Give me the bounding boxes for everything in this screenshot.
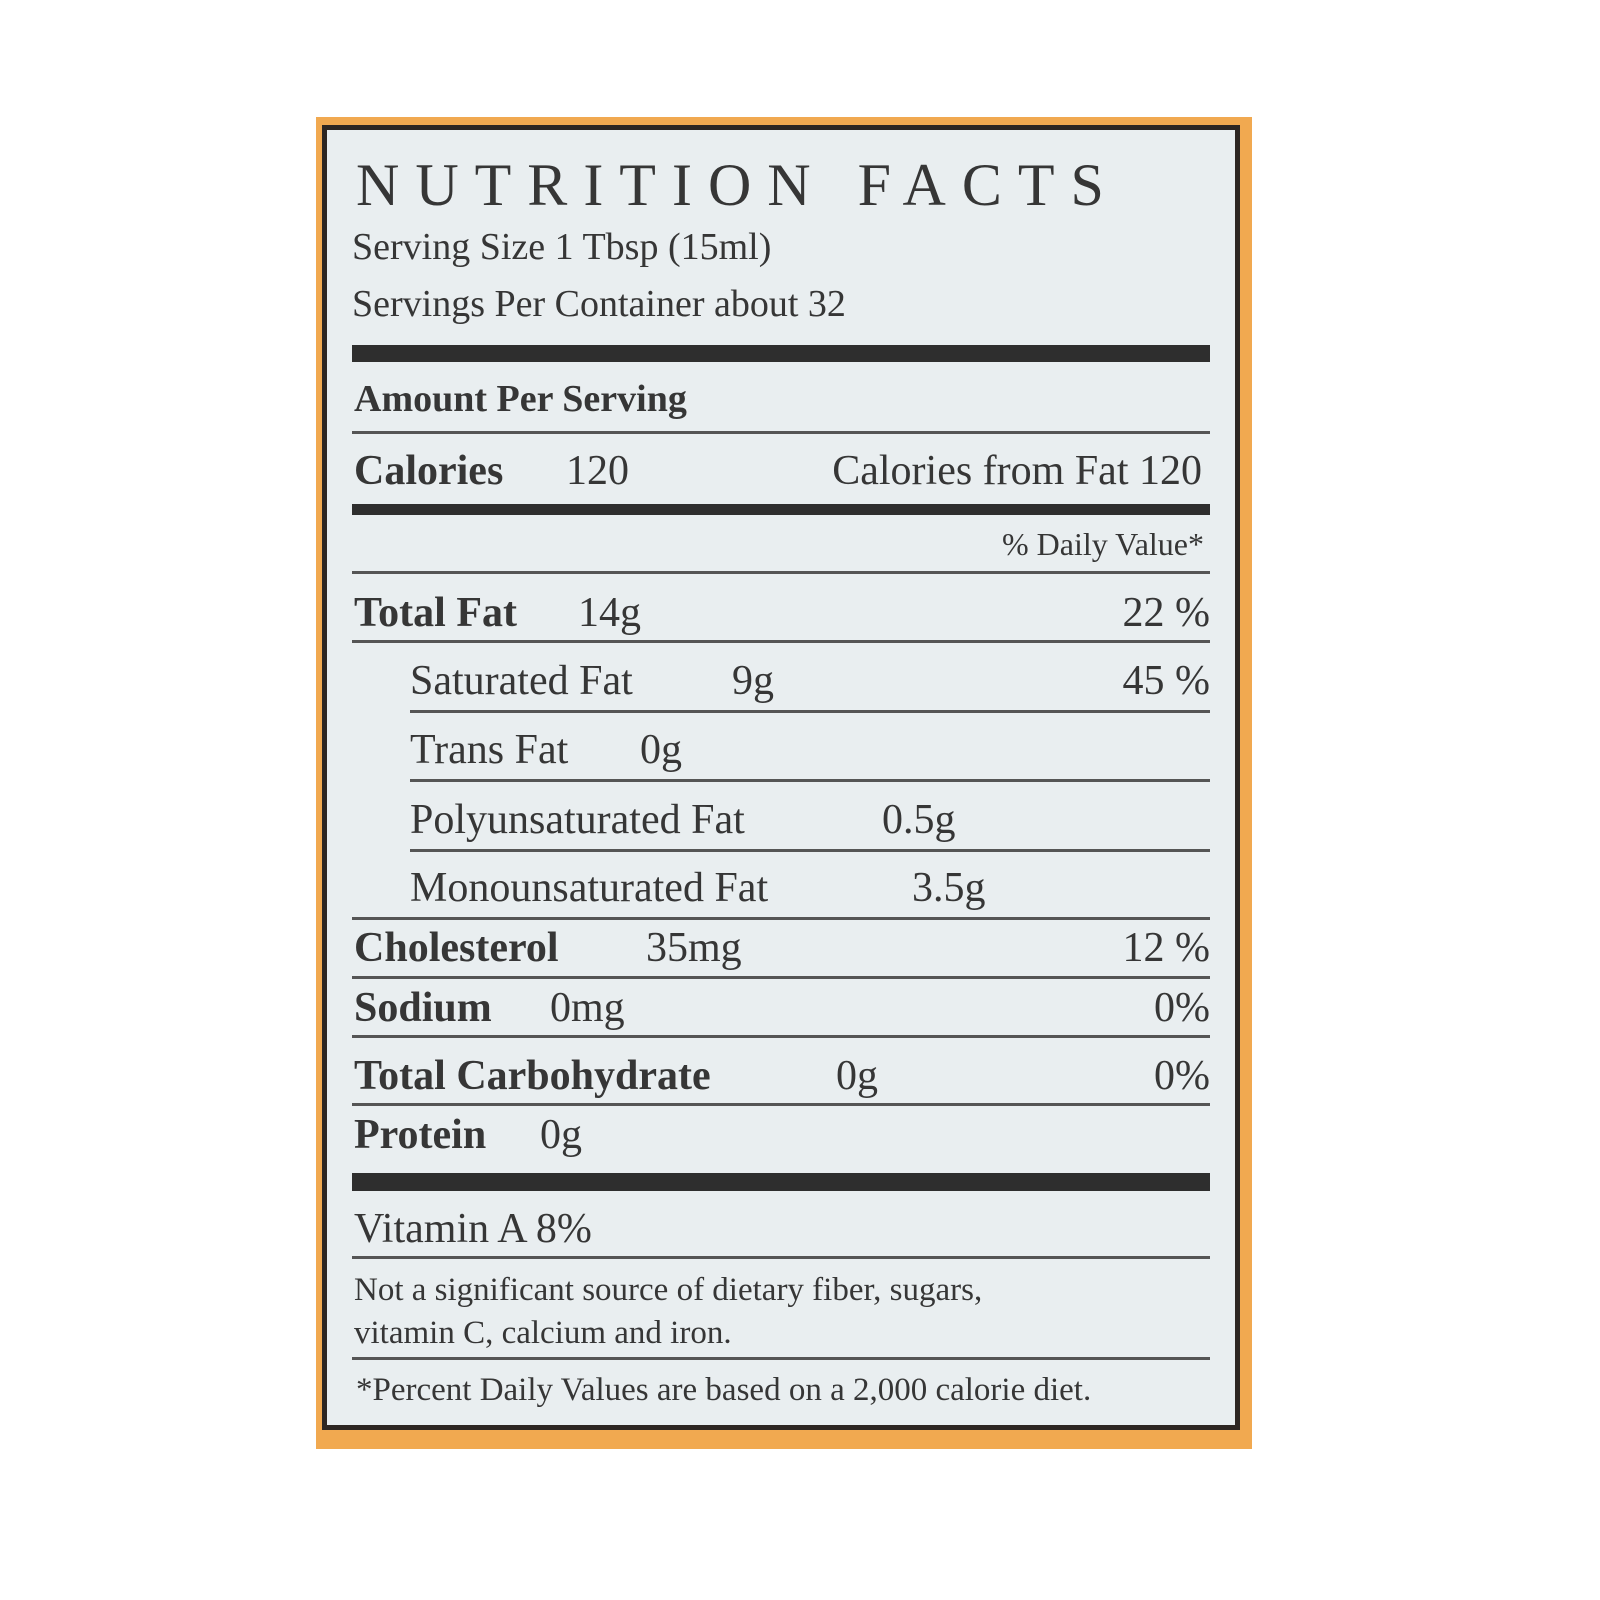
nutrient-amount: 3.5g	[912, 865, 986, 911]
nutrient-label: Total Fat	[354, 590, 517, 636]
divider	[352, 1256, 1210, 1259]
nutrient-label: Protein	[354, 1112, 487, 1158]
nutrient-amount: 0.5g	[882, 797, 956, 843]
divider	[352, 917, 1210, 920]
divider	[352, 1357, 1210, 1360]
nutrition-panel	[322, 125, 1240, 1430]
vitamin-a: Vitamin A 8%	[354, 1206, 592, 1252]
thick-divider	[352, 1173, 1210, 1191]
divider	[352, 976, 1210, 979]
nutrient-dv: 0%	[1154, 985, 1210, 1031]
serving-size: Serving Size 1 Tbsp (15ml)	[352, 226, 772, 268]
divider	[352, 1103, 1210, 1106]
nutrient-dv: 12 %	[1122, 925, 1211, 971]
nutrient-amount: 0g	[836, 1053, 878, 1099]
nutrient-label: Cholesterol	[354, 925, 559, 971]
calories-label: Calories	[354, 448, 504, 494]
nutrient-amount: 14g	[578, 590, 641, 636]
nutrient-dv: 0%	[1154, 1053, 1210, 1099]
nutrient-label: Polyunsaturated Fat	[410, 797, 745, 843]
nutrient-dv: 22 %	[1122, 590, 1211, 636]
nutrient-label: Total Carbohydrate	[354, 1053, 711, 1099]
nutrient-amount: 0g	[640, 727, 682, 773]
divider	[352, 571, 1210, 574]
nutrient-label: Sodium	[354, 985, 492, 1031]
note-line-2: vitamin C, calcium and iron.	[354, 1315, 732, 1351]
calories-from-fat: Calories from Fat 120	[832, 448, 1202, 494]
footnote: *Percent Daily Values are based on a 2,0…	[356, 1372, 1092, 1408]
nutrient-dv: 45 %	[1122, 658, 1211, 704]
medium-divider	[352, 504, 1210, 515]
divider	[352, 1035, 1210, 1038]
amount-per-serving: Amount Per Serving	[354, 378, 687, 420]
nutrient-label: Monounsaturated Fat	[410, 865, 769, 911]
divider	[352, 640, 1210, 643]
note-line-1: Not a significant source of dietary fibe…	[354, 1272, 983, 1308]
nutrient-amount: 0mg	[550, 985, 625, 1031]
thick-divider	[352, 345, 1210, 362]
nutrient-label: Saturated Fat	[410, 658, 633, 704]
nutrient-label: Trans Fat	[410, 727, 569, 773]
divider	[410, 779, 1210, 782]
divider	[352, 431, 1210, 434]
nutrient-amount: 9g	[732, 658, 774, 704]
title: NUTRITION FACTS	[356, 152, 1120, 218]
servings-per-container: Servings Per Container about 32	[352, 283, 846, 325]
nutrient-amount: 0g	[540, 1112, 582, 1158]
divider	[410, 849, 1210, 852]
nutrient-amount: 35mg	[646, 925, 742, 971]
divider	[410, 710, 1210, 713]
calories-value: 120	[566, 448, 629, 494]
daily-value-header: % Daily Value*	[1001, 526, 1204, 562]
